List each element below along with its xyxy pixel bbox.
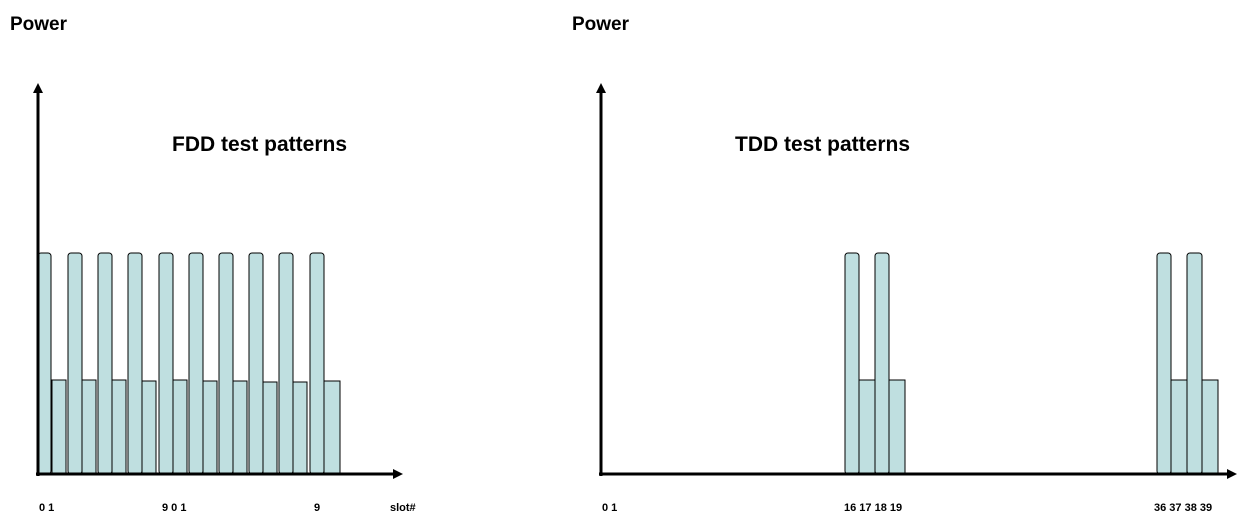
fdd-slot-bar [37,252,52,475]
fdd-slot-bar [158,252,174,475]
fdd-slot-bar [309,252,325,475]
fdd-ylabel: Power [10,14,68,35]
tdd-slot-bar-37 [1170,379,1188,475]
fdd-slot-bar [292,381,308,475]
fdd-tick-label: 9 0 1 [162,502,186,514]
tdd-bars [844,252,1219,475]
fdd-slot-bar [218,252,234,475]
tdd-slot-bar-38 [1186,252,1203,475]
fdd-slot-bar [111,379,127,475]
tdd-slot-bar-16 [844,252,860,475]
tdd-slot-bar-17 [858,379,876,475]
tdd-title: TDD test patterns [735,133,910,156]
fdd-slot-bar [141,380,157,475]
tdd-slot-bar-39 [1201,379,1219,475]
fdd-slot-bar [51,379,67,475]
fdd-slot-bar [81,379,97,475]
tdd-slot-bar-36 [1156,252,1172,475]
tdd-tick-label: 0 1 [602,502,617,514]
fdd-slot-bar [127,252,143,475]
tdd-slot-bar-19 [888,379,906,475]
tdd-tick-label: 36 37 38 39 [1154,502,1212,514]
fdd-tick-label: 0 1 [39,502,54,514]
fdd-slot-bar [97,252,113,475]
fdd-slot-bar [262,381,278,475]
tdd-panel: Power TDD test patterns 0 1 16 17 18 19 … [572,14,1237,514]
fdd-panel: Power FDD test patterns 0 1 [10,14,416,514]
fdd-slot-bar [248,252,264,475]
fdd-slot-bar [172,379,188,475]
fdd-slot-bar [188,252,204,475]
fdd-title: FDD test patterns [172,133,347,156]
tdd-slot-bar-18 [874,252,890,475]
fdd-bars [37,252,341,475]
tdd-ylabel: Power [572,14,630,35]
fdd-xlabel: slot# [390,502,416,514]
fdd-slot-bar [202,380,218,475]
fdd-slot-bar [323,380,341,475]
fdd-slot-bar [278,252,294,475]
tdd-tick-label: 16 17 18 19 [844,502,902,514]
fdd-slot-bar [232,380,248,475]
fdd-tick-label: 9 [314,502,320,514]
fdd-slot-bar [67,252,83,475]
